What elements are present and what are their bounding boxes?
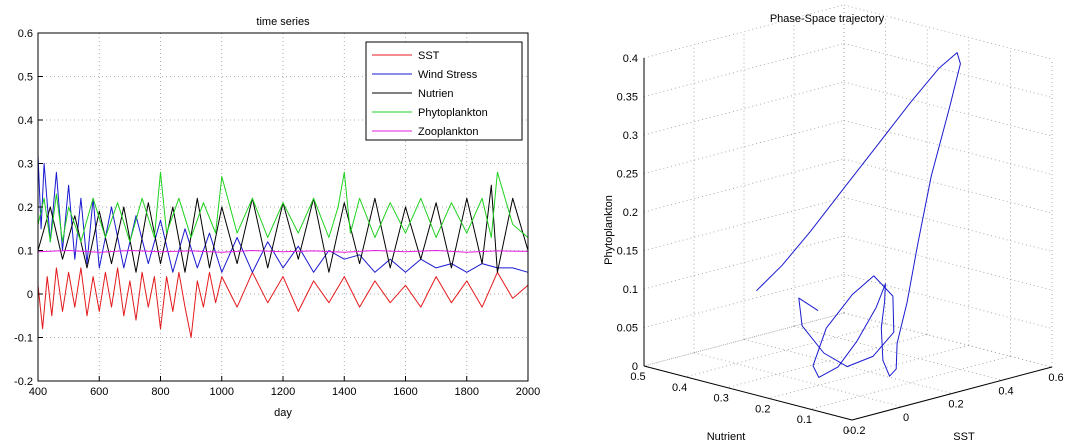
sst-tick-label: -0.2	[847, 425, 866, 437]
x-tick-label: 800	[151, 386, 169, 398]
z-gridline-back	[643, 158, 845, 213]
sst-axis-label: SST	[953, 431, 975, 443]
z-tick-label: 0.05	[617, 323, 638, 335]
nutrient-tick-label: 0.5	[630, 371, 645, 383]
nutrient-gridline-floor	[810, 355, 1011, 410]
z-axis-label: Phytoplankton	[603, 195, 615, 265]
legend: SST Wind Stress Nutrien Phytoplankton Zo…	[365, 41, 523, 141]
legend-entry-wind-stress: Wind Stress	[372, 69, 478, 81]
series-line-nutrien	[37, 184, 529, 273]
z-gridline-back	[643, 274, 845, 328]
nutrient-gridline-floor	[768, 345, 969, 399]
x-tick-label: 1200	[271, 386, 295, 398]
legend-label-phytoplankton: Phytoplankton	[418, 107, 488, 119]
sst-tick-label: 0.2	[948, 399, 963, 411]
trajectory-line	[756, 52, 961, 378]
legend-entry-phytoplankton: Phytoplankton	[372, 107, 488, 119]
y-tick-label: -0.1	[14, 333, 33, 345]
nutrient-axis-line	[643, 365, 853, 421]
legend-box	[365, 41, 523, 141]
z-gridline-side	[843, 158, 1053, 214]
trajectory-group	[756, 52, 961, 378]
z-tick-label: 0.35	[617, 92, 638, 104]
y-tick-label: -0.2	[14, 376, 33, 388]
y-tick-label: 0	[27, 289, 33, 301]
z-gridline-back	[643, 197, 845, 251]
chart-title: time series	[256, 16, 310, 28]
nutrient-tick-label: 0.2	[755, 403, 770, 415]
series-line-sst	[37, 267, 529, 338]
z-tick-label: 0.2	[623, 207, 638, 219]
z-tick-label: 0.25	[617, 169, 638, 181]
x-axis-label: day	[274, 407, 292, 419]
z-gridline-back	[643, 120, 845, 174]
x-tick-label: 1000	[210, 386, 234, 398]
x-tick-label: 1600	[393, 386, 417, 398]
x-tick-label: 2000	[516, 386, 540, 398]
plot-frame	[37, 32, 529, 382]
chart-title-phase: Phase-Space trajectory	[770, 13, 885, 25]
legend-entry-sst: SST	[372, 50, 440, 62]
legend-entry-zooplankton: Zooplankton	[372, 126, 479, 138]
z-gridline-back	[643, 43, 845, 97]
y-tick-label: 0.4	[18, 115, 33, 127]
z-gridline-back	[643, 312, 845, 367]
legend-entry-nutrien: Nutrien	[372, 88, 453, 100]
legend-label-wind-stress: Wind Stress	[418, 69, 478, 81]
z-tick-label: 0.1	[623, 284, 638, 296]
axes-box	[643, 4, 1053, 421]
nutrient-tick-label: 0.4	[672, 382, 687, 394]
y-tick-label: 0.3	[18, 159, 33, 171]
y-tick-label: 0.5	[18, 72, 33, 84]
sst-tick-label: 0.4	[998, 385, 1013, 397]
time-series-chart: 400 600 800 1000 1200 1400 1600 1800 2000 -0.2 -0.…	[14, 16, 540, 419]
tick-group: 400 600 800 1000 1200 1400 1600 1800 2000 -0.2 -0.…	[14, 28, 540, 398]
y-tick-label: 0.2	[18, 202, 33, 214]
z-gridline-back	[643, 81, 845, 136]
series-line-wind-stress	[37, 154, 529, 273]
nutrient-tick-label: 0.3	[714, 393, 729, 405]
nutrient-tick-label: 0	[843, 425, 849, 437]
x-tick-label: 600	[90, 386, 108, 398]
z-gridline-side	[843, 235, 1053, 291]
series-group	[37, 154, 529, 338]
sst-axis-line	[851, 366, 1053, 421]
nutrient-gridline-floor	[727, 334, 928, 388]
legend-label-zooplankton: Zooplankton	[418, 126, 479, 138]
z-gridline-side	[843, 43, 1053, 98]
z-gridline-back	[643, 235, 845, 290]
y-tick-label: 0.6	[18, 28, 33, 40]
phase-space-chart: -0.200.20.40.60.50.40.30.20.1000.050.10.…	[603, 4, 1064, 443]
nutrient-gridline-floor	[643, 312, 845, 367]
nutrient-tick-label: 0.1	[797, 414, 812, 426]
tick-group-3d: -0.200.20.40.60.50.40.30.20.1000.050.10.…	[617, 53, 1064, 437]
sst-tick-label: 0	[903, 412, 909, 424]
z-tick-label: 0.15	[617, 246, 638, 258]
series-line-phytoplankton	[37, 171, 529, 243]
z-gridline-back	[643, 4, 845, 59]
z-tick-label: 0.4	[623, 53, 638, 65]
y-tick-label: 0.1	[18, 246, 33, 258]
z-tick-label: 0	[632, 361, 638, 373]
z-tick-label: 0.3	[623, 130, 638, 142]
nutrient-gridline-floor	[685, 323, 886, 378]
legend-label-nutrien: Nutrien	[418, 88, 453, 100]
sst-tick-label: 0.6	[1048, 372, 1063, 384]
legend-label-sst: SST	[418, 50, 440, 62]
x-tick-label: 400	[29, 386, 47, 398]
sst-gridline-floor	[843, 312, 1053, 368]
z-gridline-side	[843, 81, 1053, 137]
z-gridline-side	[843, 274, 1053, 329]
x-tick-label: 1800	[455, 386, 479, 398]
nutrient-axis-label: Nutrient	[707, 431, 746, 443]
x-tick-label: 1400	[332, 386, 356, 398]
series-line-zooplankton	[37, 250, 529, 253]
z-gridline-side	[843, 197, 1053, 252]
